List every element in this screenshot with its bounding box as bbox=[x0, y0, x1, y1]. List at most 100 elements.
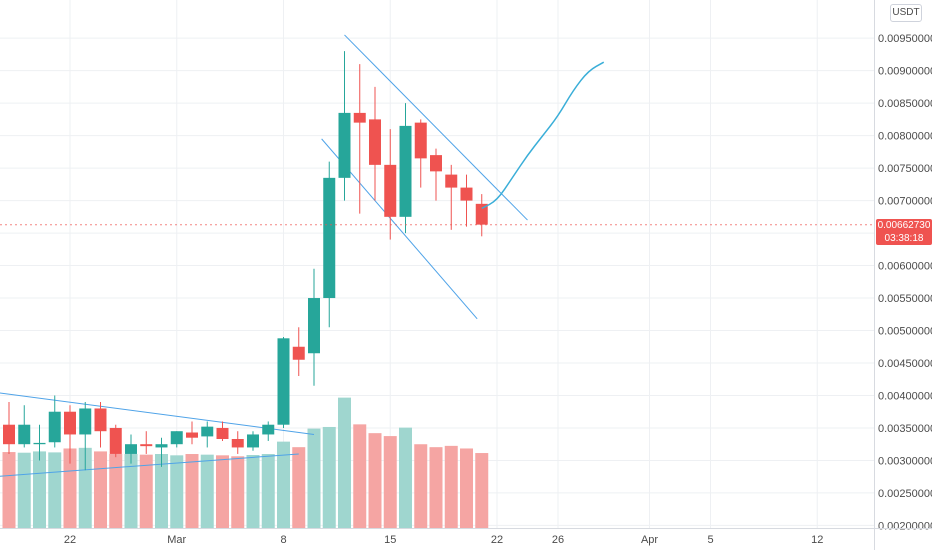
volume-bar bbox=[231, 456, 245, 528]
time-tick-label: Apr bbox=[641, 534, 658, 546]
volume-bar bbox=[277, 441, 290, 528]
candle-body bbox=[292, 346, 305, 360]
candle-body bbox=[369, 119, 381, 165]
time-tick-label: 26 bbox=[552, 534, 564, 546]
projection-curve bbox=[0, 61, 874, 226]
candle-body bbox=[384, 164, 397, 217]
price-tick-label: 0.00300000 bbox=[878, 455, 932, 467]
volume-bar bbox=[78, 447, 92, 528]
candle-body bbox=[216, 427, 229, 440]
price-tick-label: 0.00700000 bbox=[878, 196, 932, 208]
volume-bar bbox=[2, 452, 16, 528]
candle-body bbox=[353, 112, 366, 123]
price-tick-label: 0.00200000 bbox=[878, 520, 932, 532]
volume-bar bbox=[139, 454, 153, 528]
volume-bar bbox=[185, 454, 199, 528]
volume-bar bbox=[322, 426, 336, 528]
trendline bbox=[0, 453, 299, 477]
candle-body bbox=[170, 431, 183, 445]
volume-bar bbox=[109, 454, 123, 528]
candle-body bbox=[94, 408, 107, 432]
volume-bar bbox=[155, 454, 168, 528]
volume-bar bbox=[307, 428, 321, 528]
candle-body bbox=[140, 444, 153, 447]
volume-bar bbox=[124, 454, 138, 528]
candle-body bbox=[430, 155, 442, 172]
volume-bar bbox=[399, 427, 412, 528]
price-axis[interactable]: 0.00950000 0.00900000 0.00850000 0.00800000… bbox=[874, 0, 932, 550]
candle-body bbox=[155, 444, 168, 448]
price-tick-label: 0.00400000 bbox=[878, 390, 932, 402]
volume-bar bbox=[368, 433, 382, 528]
candle-body bbox=[475, 203, 488, 225]
price-tick-label: 0.00500000 bbox=[878, 326, 932, 338]
candle-body bbox=[262, 424, 275, 435]
time-tick-label: 12 bbox=[811, 534, 823, 546]
candle-body bbox=[18, 424, 31, 445]
candle-body bbox=[323, 177, 336, 299]
currency-badge[interactable]: USDT bbox=[890, 4, 922, 22]
candle-body bbox=[399, 125, 412, 217]
candle-body bbox=[247, 434, 259, 448]
candle-body bbox=[64, 411, 76, 435]
volume-bar bbox=[246, 454, 260, 528]
trendline bbox=[344, 34, 528, 221]
time-tick-label: 8 bbox=[280, 534, 286, 546]
volume-bar bbox=[429, 447, 443, 528]
candle-body bbox=[3, 424, 15, 445]
volume-bar bbox=[200, 454, 214, 528]
candle-body bbox=[277, 338, 290, 425]
price-tick-label: 0.00850000 bbox=[878, 98, 932, 110]
volume-bar bbox=[414, 444, 428, 528]
last-price-value: 0.00662730 bbox=[877, 220, 931, 231]
volume-bar bbox=[338, 397, 351, 528]
price-tick-label: 0.00250000 bbox=[878, 488, 932, 500]
volume-bar bbox=[292, 447, 306, 528]
volume-bar bbox=[17, 452, 31, 528]
price-tick-label: 0.00900000 bbox=[878, 66, 932, 78]
projection-line bbox=[481, 61, 605, 210]
volume-bar bbox=[383, 436, 397, 528]
trendline bbox=[0, 392, 315, 435]
candle-body bbox=[460, 187, 473, 201]
candle-body bbox=[231, 439, 244, 448]
time-tick-label: Mar bbox=[167, 534, 186, 546]
candle-body bbox=[79, 408, 92, 435]
price-tick-label: 0.00450000 bbox=[878, 358, 932, 370]
candles bbox=[3, 51, 488, 471]
price-tick-label: 0.00800000 bbox=[878, 131, 932, 143]
candle-body bbox=[186, 432, 198, 438]
price-tick-label: 0.00950000 bbox=[878, 33, 932, 45]
candle-body bbox=[33, 442, 46, 445]
volume-bar bbox=[353, 424, 367, 528]
candle-body bbox=[125, 444, 137, 454]
volume-bar bbox=[63, 448, 77, 528]
candle-body bbox=[338, 112, 351, 178]
price-tick-label: 0.00550000 bbox=[878, 293, 932, 305]
candle-body bbox=[308, 298, 320, 354]
volume-bar bbox=[94, 451, 107, 528]
time-tick-label: 22 bbox=[64, 534, 76, 546]
time-axis[interactable]: 22 Mar 8 15 22 26 Apr 5 12 bbox=[0, 528, 932, 547]
candle-body bbox=[48, 411, 61, 443]
bar-countdown: 03:38:18 bbox=[884, 233, 924, 244]
last-price-tag: 0.00662730 03:38:18 bbox=[876, 219, 932, 245]
price-tick-label: 0.00600000 bbox=[878, 261, 932, 273]
candle-body bbox=[445, 174, 458, 188]
time-tick-label: 22 bbox=[491, 534, 503, 546]
volume-bar bbox=[216, 455, 229, 528]
trendlines bbox=[0, 34, 528, 477]
candle-body bbox=[414, 122, 427, 159]
volume-bar bbox=[261, 454, 275, 528]
price-tick-label: 0.00350000 bbox=[878, 423, 932, 435]
volume-bar bbox=[475, 453, 489, 528]
volume-bars bbox=[2, 397, 489, 528]
time-tick-label: 15 bbox=[384, 534, 396, 546]
volume-bar bbox=[444, 445, 458, 528]
volume-bar bbox=[48, 452, 62, 528]
price-tick-label: 0.00750000 bbox=[878, 163, 932, 175]
candle-body bbox=[109, 427, 122, 454]
candle-body bbox=[201, 426, 214, 437]
volume-bar bbox=[460, 448, 473, 528]
